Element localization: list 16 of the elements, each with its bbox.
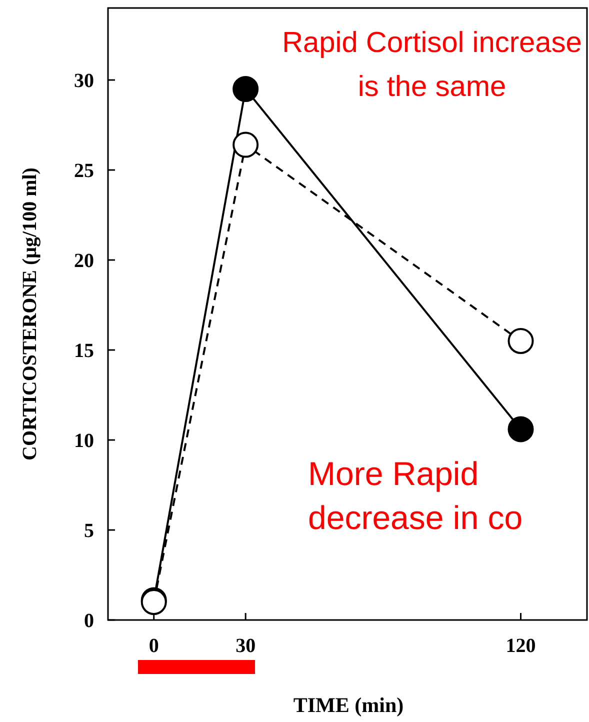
x-tick-label: 120 (506, 635, 536, 657)
y-tick-label: 5 (84, 520, 94, 542)
y-tick-label: 10 (74, 430, 94, 452)
y-tick-label: 15 (74, 340, 94, 362)
x-tick-label: 0 (148, 635, 159, 657)
x-axis-title: TIME (min) (293, 693, 404, 717)
x-tick-label: 30 (236, 635, 256, 657)
y-tick-label: 25 (74, 160, 94, 182)
annotation: More Rapid decrease in co (308, 455, 523, 536)
annotation: Rapid Cortisol increase is the same (282, 27, 582, 103)
y-tick-label: 0 (84, 610, 94, 632)
y-tick-label: 20 (74, 250, 94, 272)
point (508, 416, 534, 442)
point (232, 76, 259, 102)
y-tick-label: 30 (74, 70, 94, 92)
y-axis-title: CORTICOSTERONE (μg/100 ml) (19, 168, 41, 460)
